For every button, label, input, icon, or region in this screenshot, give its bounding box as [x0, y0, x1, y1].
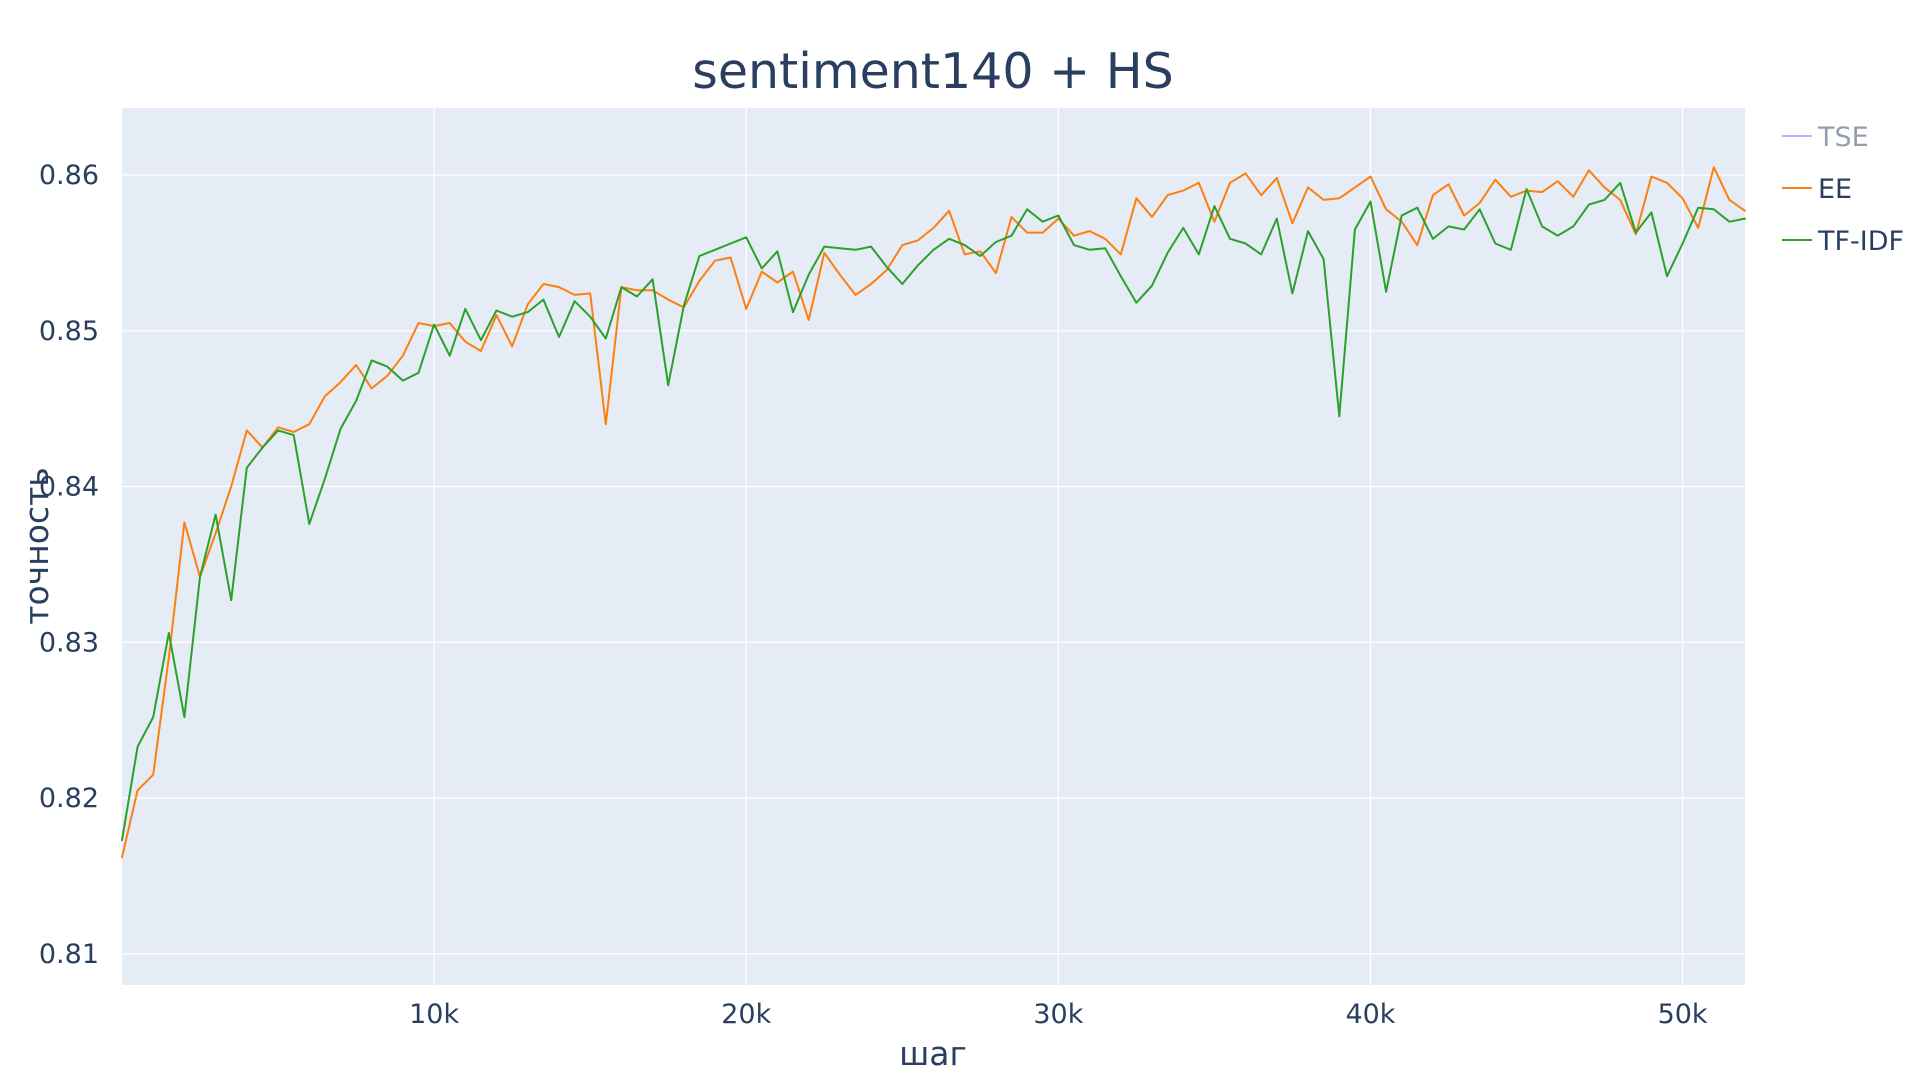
y-tick-label: 0.82 [39, 783, 99, 814]
x-tick-labels: 10k 20k 30k 40k 50k [409, 999, 1708, 1030]
y-tick-label: 0.83 [39, 627, 99, 658]
y-tick-label: 0.81 [39, 939, 99, 970]
x-axis-title: шаг [899, 1034, 967, 1073]
x-tick-label: 10k [409, 999, 459, 1030]
series-line-ee [121, 166, 1746, 859]
y-tick-label: 0.86 [39, 160, 99, 191]
y-tick-label: 0.84 [39, 472, 99, 503]
chart-title: sentiment140 + HS [692, 43, 1173, 100]
x-gridlines [433, 108, 1684, 985]
legend-label: TF-IDF [1817, 226, 1904, 257]
x-tick-label: 20k [721, 999, 771, 1030]
x-tick-label: 40k [1345, 999, 1395, 1030]
y-tick-labels: 0.81 0.82 0.83 0.84 0.85 0.86 [39, 160, 99, 970]
x-tick-label: 30k [1033, 999, 1083, 1030]
legend-label: EE [1818, 174, 1852, 205]
x-tick-label: 50k [1658, 999, 1708, 1030]
legend: TSE EE TF-IDF [1782, 122, 1904, 257]
series-line-tf-idf [121, 181, 1746, 842]
y-gridlines [122, 174, 1745, 955]
legend-item-ee[interactable]: EE [1782, 174, 1852, 205]
series-layer [121, 166, 1746, 859]
y-axis-title: точность [17, 467, 56, 625]
legend-label: TSE [1817, 122, 1869, 153]
legend-item-tse[interactable]: TSE [1782, 122, 1869, 153]
plot-area [122, 108, 1745, 985]
y-tick-label: 0.85 [39, 316, 99, 347]
legend-item-tf-idf[interactable]: TF-IDF [1782, 226, 1904, 257]
